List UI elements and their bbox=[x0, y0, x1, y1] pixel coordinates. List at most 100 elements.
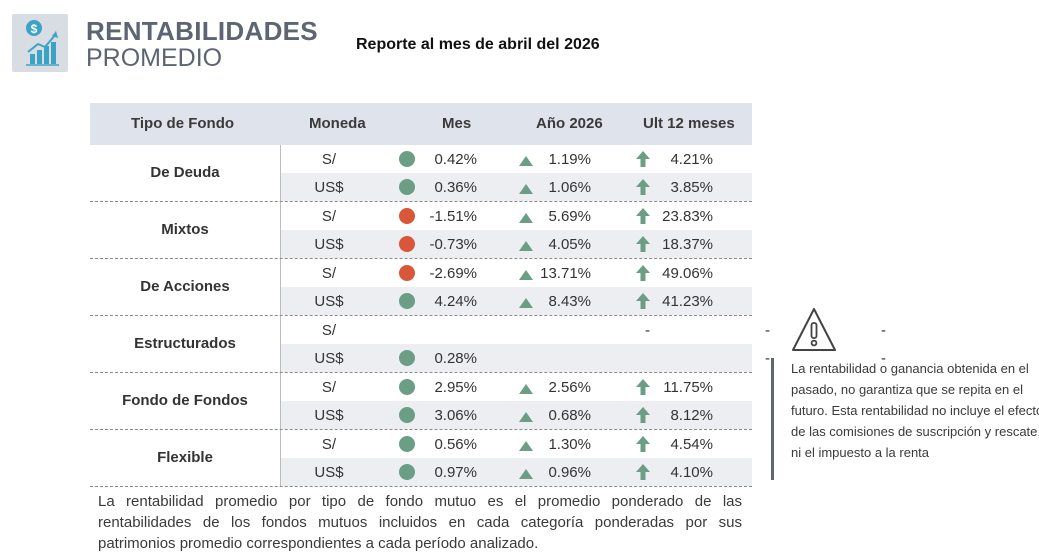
status-circle-green-icon bbox=[399, 293, 415, 309]
header-mes: Mes bbox=[442, 115, 472, 132]
year-return-cell: 0.68% bbox=[548, 407, 591, 424]
year-return-cell: 1.30% bbox=[548, 436, 591, 453]
status-circle-green-icon bbox=[399, 436, 415, 452]
arrow-up-icon bbox=[635, 435, 651, 453]
fund-type-name: De Acciones bbox=[90, 259, 281, 315]
last12-return-cell: 11.75% bbox=[663, 379, 713, 396]
table-row: US$ 0.36% 1.06% 3.85% bbox=[281, 173, 752, 201]
currency-cell: S/ bbox=[321, 265, 337, 282]
status-circle-red-icon bbox=[399, 265, 415, 281]
fund-group: De Deuda S/0.42% 1.19% 4.21% US$ 0.36% 1.06% 3.… bbox=[90, 145, 752, 202]
year-return-cell: 4.05% bbox=[548, 236, 591, 253]
table-row: S/ - - - bbox=[281, 316, 886, 344]
table-row: US$ -0.73% 4.05% 18.37% bbox=[281, 230, 752, 258]
status-circle-red-icon bbox=[399, 236, 415, 252]
currency-cell: S/ bbox=[321, 151, 337, 168]
header-tipo-fondo: Tipo de Fondo bbox=[131, 115, 235, 132]
year-return-cell: 13.71% bbox=[540, 265, 591, 282]
month-return-cell: 0.36% bbox=[434, 179, 477, 196]
status-circle-green-icon bbox=[399, 179, 415, 195]
year-return-cell: 8.43% bbox=[548, 293, 591, 310]
arrow-up-icon bbox=[635, 150, 651, 168]
currency-cell: S/ bbox=[321, 436, 337, 453]
last12-return-cell: 4.10% bbox=[670, 464, 713, 481]
fund-group: Flexible S/0.56% 1.30% 4.54% US$ 0.97% 0.96% 4.… bbox=[90, 430, 752, 487]
triangle-up-icon bbox=[519, 384, 533, 394]
last12-return-cell: - bbox=[881, 322, 886, 339]
logo-chart-icon: $ bbox=[12, 14, 68, 72]
year-return-cell: - bbox=[765, 350, 770, 367]
warning-icon bbox=[790, 306, 838, 359]
table-row: US$ 0.28% - - bbox=[281, 344, 886, 372]
year-return-cell: 1.19% bbox=[548, 151, 591, 168]
table-row: S/0.42% 1.19% 4.21% bbox=[281, 145, 752, 173]
arrow-up-icon bbox=[635, 406, 651, 424]
last12-return-cell: 8.12% bbox=[670, 407, 713, 424]
fund-type-name: De Deuda bbox=[90, 145, 281, 201]
month-return-cell: 0.42% bbox=[434, 151, 477, 168]
currency-cell: US$ bbox=[314, 464, 344, 481]
report-date: Reporte al mes de abril del 2026 bbox=[356, 36, 600, 53]
last12-return-cell: 4.54% bbox=[670, 436, 713, 453]
last12-return-cell: 23.83% bbox=[662, 208, 713, 225]
status-circle-green-icon bbox=[399, 151, 415, 167]
currency-cell: US$ bbox=[314, 407, 344, 424]
last12-return-cell: 18.37% bbox=[662, 236, 713, 253]
currency-cell: US$ bbox=[314, 179, 344, 196]
triangle-up-icon bbox=[519, 213, 533, 223]
fund-group: Mixtos S/ -1.51% 5.69% 23.83% US$ -0.73% 4.05% 1… bbox=[90, 202, 752, 259]
table-body: De Deuda S/0.42% 1.19% 4.21% US$ 0.36% 1.06% 3.… bbox=[90, 145, 886, 487]
fund-group: De Acciones S/ -2.69% 13.71% 49.06% US$ 4.24% 8… bbox=[90, 259, 752, 316]
table-row: S/2.95% 2.56% 11.75% bbox=[281, 373, 752, 401]
month-return-cell: 0.97% bbox=[434, 464, 477, 481]
year-return-cell: 2.56% bbox=[548, 379, 591, 396]
year-return-cell: 5.69% bbox=[548, 208, 591, 225]
arrow-up-icon bbox=[635, 207, 651, 225]
header-anio: Año 2026 bbox=[536, 115, 603, 132]
returns-table: Tipo de Fondo Moneda Mes Año 2026 Ult 12… bbox=[90, 103, 886, 487]
month-return-cell: 0.28% bbox=[434, 350, 477, 367]
table-row: US$ 3.06% 0.68% 8.12% bbox=[281, 401, 752, 429]
disclaimer-text: La rentabilidad o ganancia obtenida en e… bbox=[771, 358, 1039, 480]
footnote-text: La rentabilidad promedio por tipo de fon… bbox=[98, 493, 742, 552]
month-return-cell: 3.06% bbox=[434, 407, 477, 424]
table-row: S/ -2.69% 13.71% 49.06% bbox=[281, 259, 752, 287]
status-circle-green-icon bbox=[399, 464, 415, 480]
arrow-up-icon bbox=[635, 378, 651, 396]
month-return-cell: 0.56% bbox=[434, 436, 477, 453]
triangle-up-icon bbox=[519, 156, 533, 166]
arrow-up-icon bbox=[635, 264, 651, 282]
currency-cell: S/ bbox=[321, 322, 337, 339]
year-return-cell: 1.06% bbox=[548, 179, 591, 196]
status-circle-green-icon bbox=[399, 350, 415, 366]
triangle-up-icon bbox=[519, 241, 533, 251]
month-return-cell: -0.73% bbox=[429, 236, 477, 253]
header-moneda: Moneda bbox=[309, 115, 366, 132]
month-return-cell: 2.95% bbox=[434, 379, 477, 396]
fund-type-name: Flexible bbox=[90, 430, 281, 486]
page-title: RENTABILIDADES bbox=[86, 16, 318, 46]
last12-return-cell: 3.85% bbox=[670, 179, 713, 196]
status-circle-green-icon bbox=[399, 379, 415, 395]
last12-return-cell: 4.21% bbox=[670, 151, 713, 168]
table-row: US$ 4.24% 8.43% 41.23% bbox=[281, 287, 752, 315]
table-header: Tipo de Fondo Moneda Mes Año 2026 Ult 12… bbox=[90, 103, 752, 145]
fund-type-name: Estructurados bbox=[90, 316, 281, 372]
triangle-up-icon bbox=[519, 412, 533, 422]
triangle-up-icon bbox=[519, 441, 533, 451]
status-circle-red-icon bbox=[399, 208, 415, 224]
triangle-up-icon bbox=[519, 469, 533, 479]
table-row: US$ 0.97% 0.96% 4.10% bbox=[281, 458, 752, 486]
arrow-up-icon bbox=[635, 292, 651, 310]
table-row: S/ -1.51% 5.69% 23.83% bbox=[281, 202, 752, 230]
triangle-up-icon bbox=[519, 184, 533, 194]
svg-text:$: $ bbox=[31, 22, 38, 36]
year-return-cell: 0.96% bbox=[548, 464, 591, 481]
month-return-cell: - bbox=[645, 322, 650, 339]
month-return-cell: 4.24% bbox=[434, 293, 477, 310]
arrow-up-icon bbox=[635, 235, 651, 253]
month-return-cell: -1.51% bbox=[429, 208, 477, 225]
currency-cell: US$ bbox=[314, 350, 344, 367]
triangle-up-icon bbox=[519, 270, 533, 280]
year-return-cell: - bbox=[765, 322, 770, 339]
